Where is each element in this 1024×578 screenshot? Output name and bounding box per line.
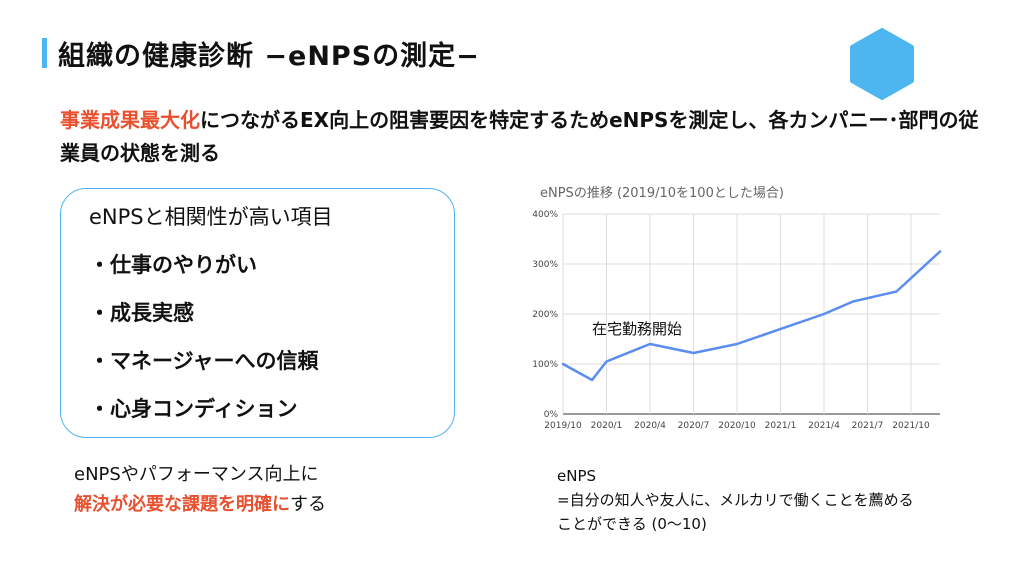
definition-line-2: ことができる (0〜10) [557,515,707,533]
x-tick-label: 2020/1 [591,421,623,431]
box-item: ・成長実感 [89,301,194,325]
note-line-2: 解決が必要な課題を明確にする [74,490,326,520]
y-tick-label: 400% [532,210,558,220]
x-tick-label: 2021/4 [808,421,840,431]
x-tick-label: 2021/7 [852,421,884,431]
x-tick-label: 2021/10 [892,421,930,431]
chart-title: eNPSの推移 (2019/10を100とした場合) [540,186,784,201]
definition-term: eNPS [557,467,597,485]
box-item: ・マネージャーへの信頼 [89,349,319,373]
chart-plot: 0% 100% 200% 300% 400% 2019/10 2020/1 2020/4 202… [532,210,942,431]
x-tick-label: 2021/1 [765,421,797,431]
page-title: 組織の健康診断 −eNPSの測定− [58,41,480,72]
title-accent-bar [42,38,47,68]
x-tick-label: 2020/10 [718,421,756,431]
x-tick-label: 2019/10 [544,421,582,431]
box-item: ・仕事のやりがい [89,253,257,277]
x-tick-label: 2020/7 [678,421,710,431]
hexagon-logo-icon [850,28,914,100]
box-item: ・心身コンディション [89,397,298,421]
series-line [561,250,942,382]
enps-chart: eNPSの推移 (2019/10を100とした場合) 0% 100% 200% 300… [515,178,955,440]
x-tick-label: 2020/4 [634,421,666,431]
y-tick-label: 100% [532,360,558,370]
chart-annotation: 在宅勤務開始 [592,320,682,338]
note-rest: する [290,494,326,515]
box-heading: eNPSと相関性が高い項目 [89,205,333,229]
y-tick-label: 300% [532,260,558,270]
note-highlight: 解決が必要な課題を明確に [74,494,290,515]
lead-highlight: 事業成果最大化 [60,108,200,132]
definition-line-1: =自分の知人や友人に、メルカリで働くことを薦める [557,491,914,509]
note-line-1: eNPSやパフォーマンス向上に [74,464,319,485]
lead-text: につながるEX向上の阻害要因を特定するためeNPSを測定し、各カンパニー･部門の… [60,108,979,165]
y-tick-label: 200% [532,310,558,320]
correlation-box: eNPSと相関性が高い項目 ・仕事のやりがい ・成長実感 ・マネージャーへの信頼… [60,188,455,438]
y-tick-label: 0% [544,410,559,420]
enps-definition: eNPS =自分の知人や友人に、メルカリで働くことを薦める ことができる (0〜… [557,464,977,536]
issue-note: eNPSやパフォーマンス向上に 解決が必要な課題を明確にする [74,460,326,520]
lead-statement: 事業成果最大化につながるEX向上の阻害要因を特定するためeNPSを測定し、各カン… [60,104,980,170]
